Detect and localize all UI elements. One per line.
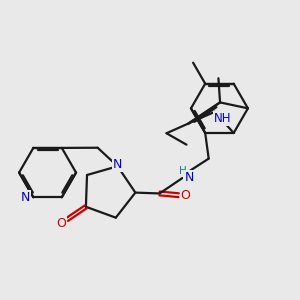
Text: H: H [179, 166, 187, 176]
Text: N: N [113, 158, 122, 171]
Text: N: N [184, 171, 194, 184]
Text: N: N [21, 191, 30, 204]
Text: O: O [56, 217, 66, 230]
Text: NH: NH [214, 112, 231, 124]
Text: O: O [181, 189, 190, 202]
